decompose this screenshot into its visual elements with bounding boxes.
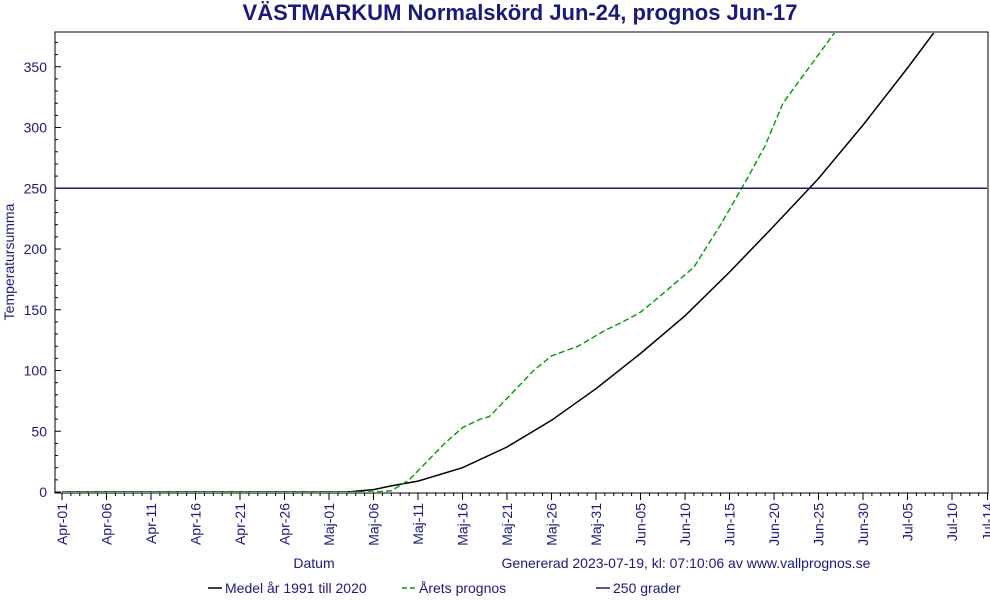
x-tick-label: Jun-20 <box>766 503 782 546</box>
x-tick-label: Maj-06 <box>366 503 382 546</box>
x-tick-label: Apr-16 <box>188 503 204 545</box>
x-tick-label: Apr-26 <box>277 503 293 545</box>
x-axis-label: Datum <box>293 555 334 571</box>
x-tick-label: Maj-01 <box>321 503 337 546</box>
x-axis: Apr-01 Apr-06 Apr-11 Apr-16 Apr-21 Apr-26 Maj-… <box>54 493 990 546</box>
x-tick-label: Maj-21 <box>499 503 515 546</box>
y-tick-label: 100 <box>24 363 48 379</box>
legend: Medel år 1991 till 2020 Årets prognos 250 … <box>208 580 681 596</box>
series-line-1 <box>62 33 836 492</box>
x-tick-label: Jun-30 <box>855 503 871 546</box>
x-tick-label: Apr-21 <box>232 503 248 545</box>
x-tick-label: Jun-15 <box>722 503 738 546</box>
x-tick-label: Apr-06 <box>99 503 115 545</box>
x-tick-label: Jul-14 <box>980 503 990 541</box>
x-tick-label: Jun-05 <box>633 503 649 546</box>
legend-label: Årets prognos <box>419 580 506 596</box>
series-line-0 <box>62 33 935 492</box>
y-tick-label: 150 <box>24 302 48 318</box>
x-tick-label: Maj-31 <box>588 503 604 546</box>
x-tick-label: Jun-10 <box>677 503 693 546</box>
chart-title: VÄSTMARKUM Normalskörd Jun-24, prognos J… <box>243 0 798 25</box>
y-tick-label: 50 <box>31 423 47 439</box>
y-tick-label: 250 <box>24 180 48 196</box>
x-tick-label: Maj-16 <box>455 503 471 546</box>
legend-label: 250 grader <box>613 580 681 596</box>
x-tick-label: Jul-10 <box>944 503 960 541</box>
x-tick-label: Maj-26 <box>544 503 560 546</box>
generated-note: Genererad 2023-07-19, kl: 07:10:06 av ww… <box>502 555 871 571</box>
legend-label: Medel år 1991 till 2020 <box>225 580 367 596</box>
x-tick-label: Maj-11 <box>410 503 426 545</box>
y-tick-label: 200 <box>24 241 48 257</box>
y-tick-label: 350 <box>24 59 48 75</box>
y-axis-label: Temperatursumma <box>1 203 17 320</box>
y-tick-label: 0 <box>39 484 47 500</box>
x-tick-label: Jun-25 <box>811 503 827 546</box>
y-tick-label: 300 <box>24 120 48 136</box>
x-tick-label: Jul-05 <box>900 503 916 541</box>
plot-frame <box>54 31 989 494</box>
series-layer <box>56 33 987 492</box>
x-tick-label: Apr-01 <box>54 503 70 545</box>
x-tick-label: Apr-11 <box>143 503 159 544</box>
